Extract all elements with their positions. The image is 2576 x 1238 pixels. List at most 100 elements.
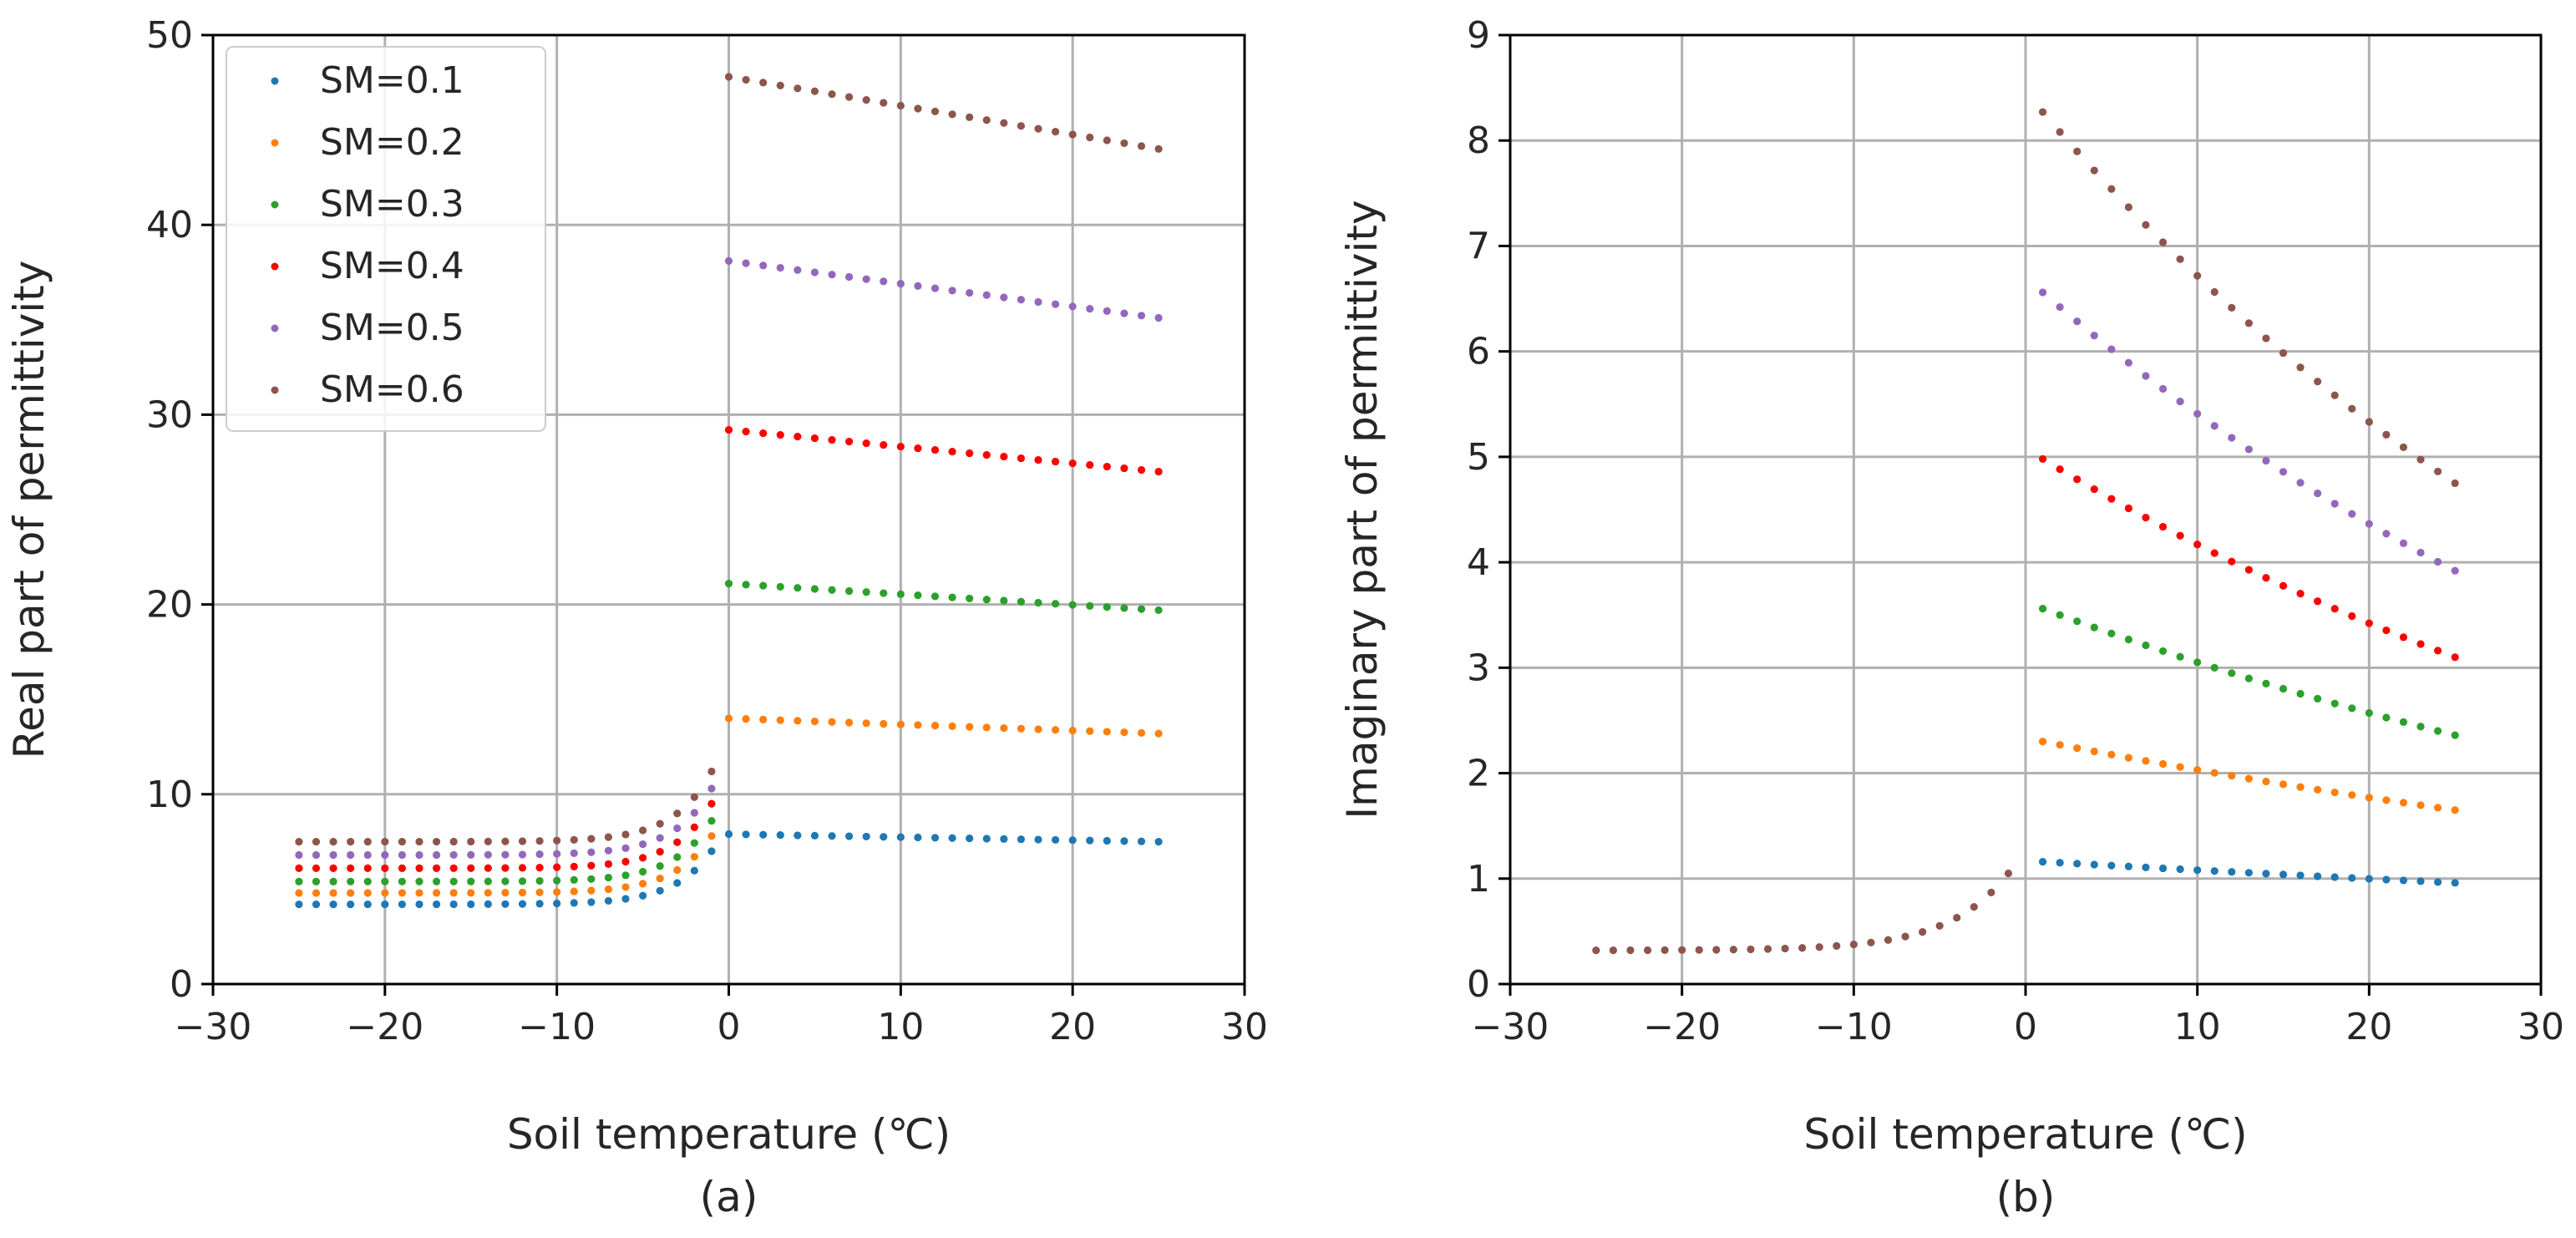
series-sm-0-4 <box>2038 454 2459 662</box>
data-point <box>2330 788 2339 797</box>
x-tick-label: 20 <box>2345 1006 2392 1048</box>
data-point <box>844 832 854 840</box>
data-point <box>381 889 389 897</box>
data-point <box>673 865 682 875</box>
y-tick-label: 2 <box>1467 753 1490 795</box>
data-point <box>1729 946 1737 954</box>
data-point <box>2399 443 2408 452</box>
data-point <box>432 889 441 897</box>
data-point <box>2314 378 2322 386</box>
data-point <box>966 723 974 731</box>
legend-marker-sm-0-3 <box>271 200 279 209</box>
data-point <box>2451 806 2459 814</box>
data-point <box>415 877 423 885</box>
data-point <box>1120 309 1128 317</box>
data-point <box>2382 796 2391 804</box>
data-point <box>467 900 475 909</box>
data-point <box>2416 801 2425 809</box>
data-point <box>449 877 458 885</box>
data-point <box>347 900 355 909</box>
data-point <box>690 839 698 847</box>
data-point <box>2073 744 2082 753</box>
data-point <box>880 719 888 728</box>
data-point <box>1712 946 1721 954</box>
data-point <box>776 81 784 89</box>
data-point <box>931 284 940 292</box>
data-point <box>810 268 819 277</box>
legend-entry-sm-0-1: SM=0.1 <box>271 59 464 102</box>
data-point <box>570 899 578 907</box>
data-point <box>347 889 355 897</box>
data-point <box>2348 611 2356 621</box>
data-point <box>295 889 303 897</box>
data-point <box>2193 540 2202 549</box>
data-point <box>2056 741 2064 749</box>
data-point <box>2056 302 2064 312</box>
data-point <box>449 850 458 860</box>
data-point <box>518 877 527 885</box>
data-point <box>2296 363 2305 372</box>
data-point <box>724 580 733 588</box>
data-point <box>329 864 337 873</box>
data-point <box>2382 875 2391 884</box>
data-point <box>1051 457 1060 466</box>
data-point <box>484 900 492 909</box>
data-point <box>2056 611 2064 619</box>
data-point <box>2348 704 2356 713</box>
data-point <box>415 864 423 872</box>
data-point <box>604 860 613 868</box>
panel-a-data-points <box>295 73 1163 909</box>
data-point <box>690 823 698 831</box>
data-point <box>1867 938 1875 946</box>
data-point <box>2056 465 2064 474</box>
data-point <box>1120 728 1128 737</box>
data-point <box>759 79 768 87</box>
data-point <box>2158 864 2168 873</box>
data-point <box>2279 468 2288 476</box>
data-point <box>2365 619 2373 627</box>
legend-entry-sm-0-6: SM=0.6 <box>271 368 464 411</box>
data-point <box>484 864 492 872</box>
legend-label-sm-0-2: SM=0.2 <box>320 121 464 164</box>
data-point <box>2073 147 2082 155</box>
data-point <box>776 716 784 724</box>
data-point <box>1068 302 1077 311</box>
data-point <box>449 837 458 846</box>
data-point <box>1086 133 1094 142</box>
data-point <box>707 799 716 808</box>
data-point <box>776 430 784 439</box>
data-point <box>1970 903 1978 911</box>
data-point <box>347 850 355 860</box>
data-point <box>2382 713 2391 722</box>
data-point <box>2176 255 2184 263</box>
data-point <box>656 874 664 883</box>
data-point <box>880 440 888 449</box>
data-point <box>810 434 819 443</box>
legend-label-sm-0-5: SM=0.5 <box>320 307 464 349</box>
data-point <box>2279 780 2288 789</box>
data-point <box>656 819 664 828</box>
data-point <box>2124 203 2132 211</box>
y-tick-label: 0 <box>170 963 193 1006</box>
data-point <box>1154 606 1163 615</box>
legend-entry-sm-0-5: SM=0.5 <box>271 307 464 349</box>
series-sm-0-4 <box>295 425 1163 873</box>
data-point <box>621 895 630 903</box>
data-point <box>1034 297 1042 307</box>
data-point <box>518 850 527 859</box>
data-point <box>1120 604 1128 612</box>
data-point <box>1034 124 1042 133</box>
data-point <box>553 863 561 871</box>
data-point <box>312 900 321 909</box>
data-point <box>2038 738 2047 746</box>
data-point <box>2228 557 2236 566</box>
data-point <box>518 864 527 872</box>
data-point <box>794 84 802 93</box>
data-point <box>570 862 578 870</box>
data-point <box>1137 312 1146 320</box>
data-point <box>501 864 510 872</box>
data-point <box>896 442 905 451</box>
data-point <box>844 93 854 101</box>
data-point <box>862 439 870 448</box>
data-point <box>2193 766 2202 774</box>
